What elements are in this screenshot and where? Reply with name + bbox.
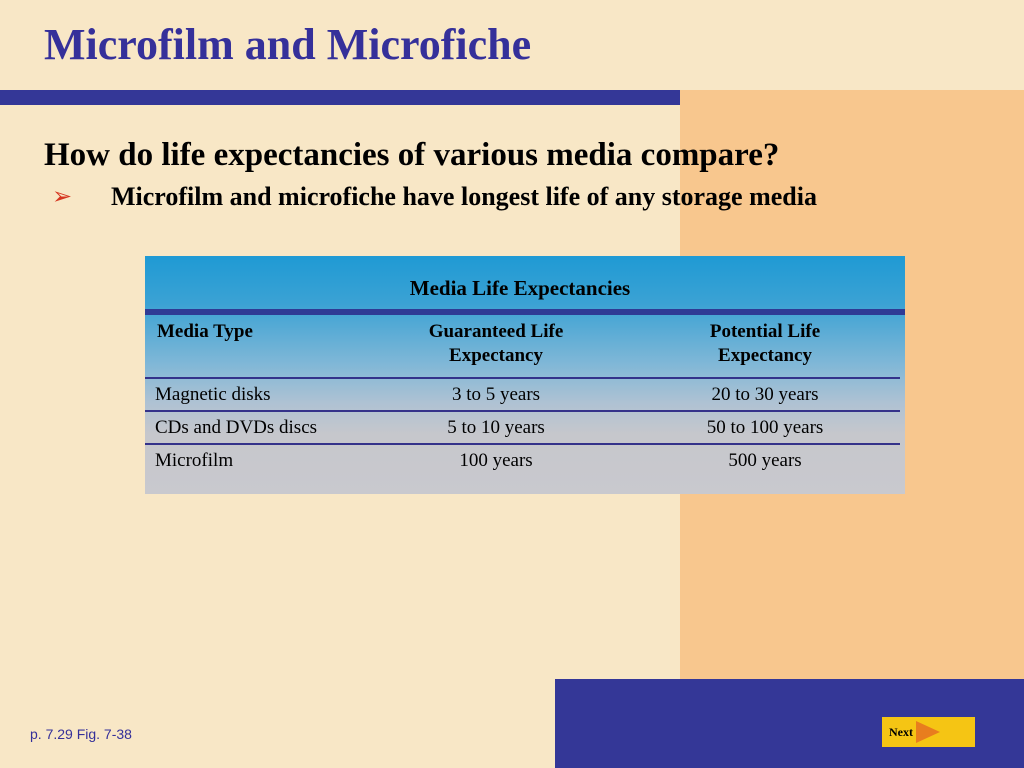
cell-potential: 50 to 100 years xyxy=(706,417,824,438)
header-guaranteed-line1: Guaranteed Life xyxy=(428,321,564,342)
cell-media: Microfilm xyxy=(155,450,234,471)
header-potential-line2: Expectancy xyxy=(718,345,812,366)
cell-potential: 500 years xyxy=(728,450,802,471)
arrow-bullet-icon: ➢ xyxy=(52,182,73,210)
header-guaranteed-line2: Expectancy xyxy=(449,345,543,366)
cell-potential: 20 to 30 years xyxy=(711,384,819,405)
row-divider xyxy=(145,443,900,445)
header-potential-life: Potential Life Expectancy xyxy=(645,320,885,368)
question-heading: How do life expectancies of various medi… xyxy=(44,137,780,173)
row-divider xyxy=(145,410,900,412)
cell-media: Magnetic disks xyxy=(155,384,271,405)
table-caption: Media Life Expectancies xyxy=(409,276,631,300)
row-divider xyxy=(145,377,900,379)
header-media-type: Media Type xyxy=(157,320,253,344)
right-arrow-icon xyxy=(916,721,940,743)
media-life-table: Media Life Expectancies Media Type Guara… xyxy=(145,256,905,494)
next-label: Next xyxy=(889,725,913,739)
title-underline-bar xyxy=(0,90,680,105)
cell-guaranteed: 5 to 10 years xyxy=(447,417,545,438)
next-button[interactable]: Next xyxy=(882,717,975,747)
page-reference: p. 7.29 Fig. 7-38 xyxy=(30,726,132,742)
caption-divider xyxy=(145,309,905,315)
header-media-type-label: Media Type xyxy=(157,321,253,342)
slide-title: Microfilm and Microfiche xyxy=(44,20,532,69)
bullet-text: Microfilm and microfiche have longest li… xyxy=(111,182,817,211)
cell-media: CDs and DVDs discs xyxy=(155,417,318,438)
header-potential-line1: Potential Life xyxy=(709,321,821,342)
header-guaranteed-life: Guaranteed Life Expectancy xyxy=(375,320,617,368)
cell-guaranteed: 100 years xyxy=(459,450,533,471)
cell-guaranteed: 3 to 5 years xyxy=(451,384,541,405)
